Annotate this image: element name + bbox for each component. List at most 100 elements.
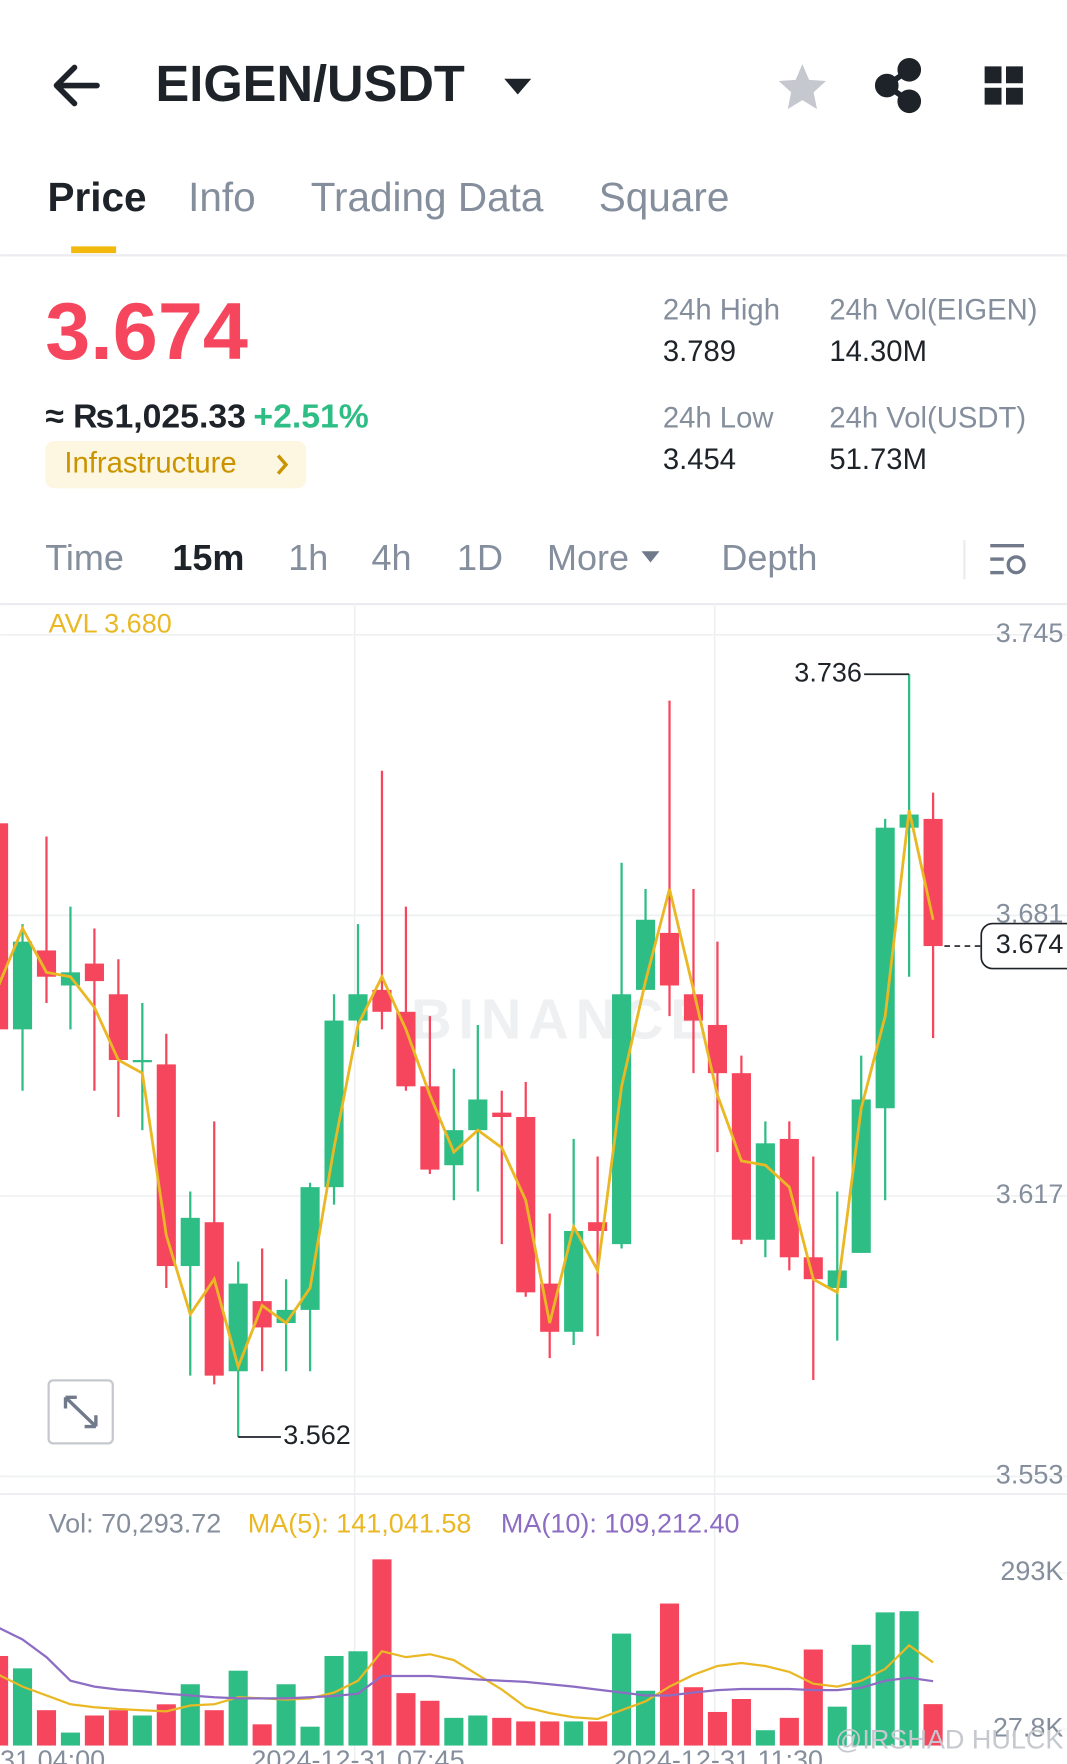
stat-label: 24h Low [663, 402, 774, 434]
candle-body [0, 823, 9, 1030]
candle-body [588, 1222, 608, 1231]
volume-bar [324, 1655, 344, 1746]
legend-entry: MA(5): 141,041.58 [248, 1509, 472, 1539]
candle-body [396, 1011, 416, 1087]
interval-option[interactable]: 1h [288, 537, 328, 578]
volume-bar [851, 1644, 871, 1746]
current-price-label: 3.674 [996, 929, 1064, 959]
volume-bar [276, 1684, 296, 1746]
interval-option[interactable]: More [547, 537, 629, 578]
sector-tag[interactable]: Infrastructure [64, 447, 236, 479]
interval-option[interactable]: 4h [372, 537, 412, 578]
last-price: 3.674 [45, 287, 248, 377]
candle-body [228, 1283, 248, 1372]
tag-chip[interactable] [45, 441, 307, 489]
candle-body [731, 1073, 751, 1240]
candle-body [707, 1024, 727, 1074]
y-tick-label: 27.8K [993, 1712, 1064, 1742]
x-tick-label: 2024-12-31 04:00 [0, 1745, 105, 1764]
volume-bar [60, 1732, 81, 1746]
volume-ma-line [0, 1643, 934, 1721]
legend-entry: MA(10): 109,212.40 [501, 1509, 740, 1539]
interval-option[interactable]: Time [45, 537, 124, 578]
stat-label: 24h High [663, 294, 780, 326]
max-label: 3.736 [794, 657, 862, 687]
candle-body [635, 919, 656, 990]
volume-bar [516, 1721, 536, 1746]
volume-bar [707, 1711, 727, 1746]
candle-body [612, 994, 632, 1245]
stat-value: 14.30M [829, 336, 927, 368]
y-tick-label: 293K [1000, 1556, 1063, 1586]
more-caret [641, 551, 660, 563]
ma-line [0, 809, 935, 1372]
share-icon[interactable] [874, 57, 922, 114]
pair-dropdown[interactable] [504, 78, 532, 95]
candle-body [851, 1099, 871, 1253]
x-tick-label: 2024-12-31 11:30 [612, 1745, 823, 1764]
candle-body [324, 1020, 344, 1188]
volume-bar [564, 1721, 584, 1746]
candle-body [36, 950, 57, 977]
candle-body [755, 1143, 775, 1240]
interval-option[interactable]: Depth [721, 537, 817, 578]
candle-body [180, 1217, 200, 1267]
volume-bar [36, 1710, 57, 1746]
expand-icon [63, 1395, 98, 1429]
volume-bar [348, 1651, 368, 1746]
volume-bar [779, 1717, 799, 1746]
x-tick-label: 2024-12-31 07:45 [251, 1745, 464, 1764]
candle-body [923, 818, 943, 947]
volume-bar [492, 1717, 512, 1746]
min-label: 3.562 [283, 1420, 351, 1450]
volume-bar [683, 1687, 704, 1746]
tab[interactable]: Trading Data [311, 174, 544, 220]
volume-bar [827, 1706, 847, 1746]
avl-label: AVL 3.680 [49, 609, 172, 639]
volume-bar [468, 1715, 488, 1746]
stat-value: 3.789 [663, 336, 736, 368]
interval-option[interactable]: 15m [172, 537, 244, 578]
volume-bar [252, 1724, 272, 1746]
tab[interactable]: Price [48, 174, 147, 220]
volume-bar [108, 1710, 128, 1746]
candle-body [348, 994, 368, 1021]
candle-body [300, 1187, 320, 1310]
volume-bar [228, 1670, 248, 1746]
candle-body [204, 1222, 224, 1376]
tab[interactable]: Square [599, 174, 730, 220]
interval-option[interactable]: 1D [457, 537, 503, 578]
chevron [276, 454, 289, 475]
back-button[interactable] [53, 64, 100, 107]
volume-bar [923, 1704, 943, 1746]
volume-bar [612, 1633, 632, 1746]
tab[interactable]: Info [188, 174, 256, 220]
candle-body [468, 1099, 488, 1131]
menu-icon[interactable] [984, 66, 1023, 105]
volume-bar [156, 1704, 176, 1746]
candle-body [156, 1064, 176, 1267]
pair-title: EIGEN/USDT [156, 55, 465, 112]
candle-body [108, 994, 128, 1061]
chart-settings-icon[interactable] [990, 543, 1026, 575]
y-tick-label: 3.745 [996, 618, 1064, 648]
candle-body [12, 941, 33, 1030]
volume-bar [755, 1730, 775, 1746]
volume-bar [84, 1715, 104, 1746]
candle-body [564, 1230, 584, 1332]
candle-body [827, 1270, 847, 1288]
volume-ma-line [0, 1627, 934, 1700]
candle-body [659, 932, 680, 986]
fiat-price: ≈ ₨1,025.33 [45, 397, 246, 435]
credit-watermark: @IRSHAD HULCK [835, 1725, 1063, 1755]
watermark: BINANCE [411, 988, 715, 1051]
volume-bar [588, 1721, 608, 1746]
volume-bar [444, 1717, 464, 1746]
tab-indicator [71, 246, 117, 254]
volume-bar [803, 1649, 823, 1746]
stat-value: 51.73M [829, 444, 927, 476]
favorite-icon[interactable] [778, 64, 826, 110]
stat-value: 3.454 [663, 444, 736, 476]
